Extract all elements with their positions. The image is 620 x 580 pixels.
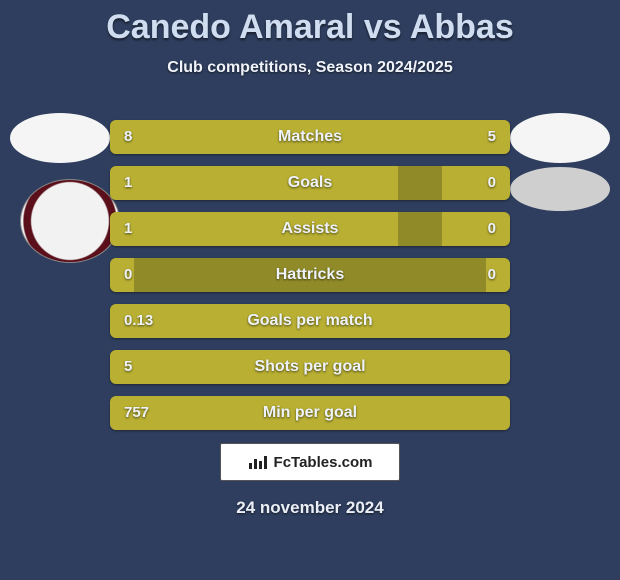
club-logo-right-placeholder [510,167,610,211]
stat-label: Matches [110,120,510,154]
stat-label: Goals per match [110,304,510,338]
stat-label: Min per goal [110,396,510,430]
player-right-badge-placeholder [510,113,610,163]
stat-row: 5Shots per goal [110,350,510,384]
footer-date: 24 november 2024 [0,498,620,518]
stat-row: 0.13Goals per match [110,304,510,338]
stat-label: Goals [110,166,510,200]
club-logo-left [20,179,120,263]
stat-label: Shots per goal [110,350,510,384]
chart-icon [248,454,268,470]
stat-row: 10Assists [110,212,510,246]
page-subtitle: Club competitions, Season 2024/2025 [0,59,620,77]
stat-row: 10Goals [110,166,510,200]
stat-row: 757Min per goal [110,396,510,430]
player-left-badge-placeholder [10,113,110,163]
stat-label: Assists [110,212,510,246]
stats-bars: 85Matches 10Goals 10Assists 00Hattricks 0.13… [110,120,510,442]
stat-label: Hattricks [110,258,510,292]
stat-row: 85Matches [110,120,510,154]
page-title: Canedo Amaral vs Abbas [0,0,620,47]
brand-text: FcTables.com [274,454,373,471]
stat-row: 00Hattricks [110,258,510,292]
brand-badge[interactable]: FcTables.com [220,443,400,481]
